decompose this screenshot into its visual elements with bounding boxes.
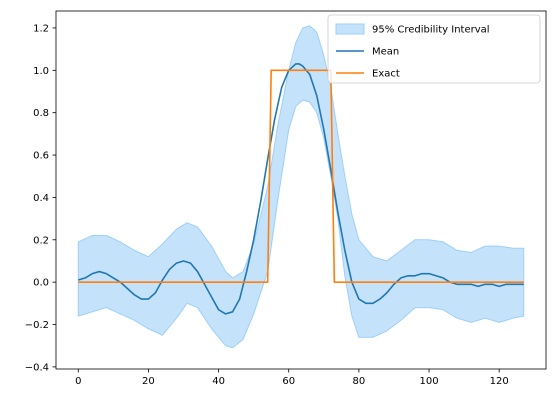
y-tick-label: 1.2 [33,23,49,34]
x-tick-label: 80 [353,376,366,387]
x-tick-label: 60 [282,376,295,387]
legend-label: Mean [372,47,399,58]
legend-label: 95% Credibility Interval [372,25,490,36]
y-tick-label: 0.6 [33,151,49,162]
x-tick-label: 40 [212,376,225,387]
y-tick-label: 0.0 [33,278,49,289]
y-tick-label: 1.0 [33,66,49,77]
x-tick-label: 0 [75,376,81,387]
legend-label: Exact [372,69,400,80]
y-tick-label: 0.4 [33,193,49,204]
y-tick-label: −0.4 [25,362,49,373]
x-tick-label: 100 [419,376,438,387]
axes: 0 20 40 60 80 100 120 −0.4 −0.2 0.0 0.2 0.4 0.6 0.8 1.… [25,10,547,387]
y-tick-label: −0.2 [25,320,49,331]
credibility-interval-band [77,25,525,349]
legend-box [327,14,541,84]
x-tick-label: 20 [142,376,155,387]
legend-swatch-band [335,23,365,35]
exact-line [78,69,524,283]
x-tick-label: 120 [490,376,509,387]
plot-area [77,25,525,349]
axes-frame [55,10,547,370]
legend: 95% Credibility Interval Mean Exact [327,14,541,84]
y-tick-label: 0.8 [33,108,49,119]
y-tick-label: 0.2 [33,235,49,246]
